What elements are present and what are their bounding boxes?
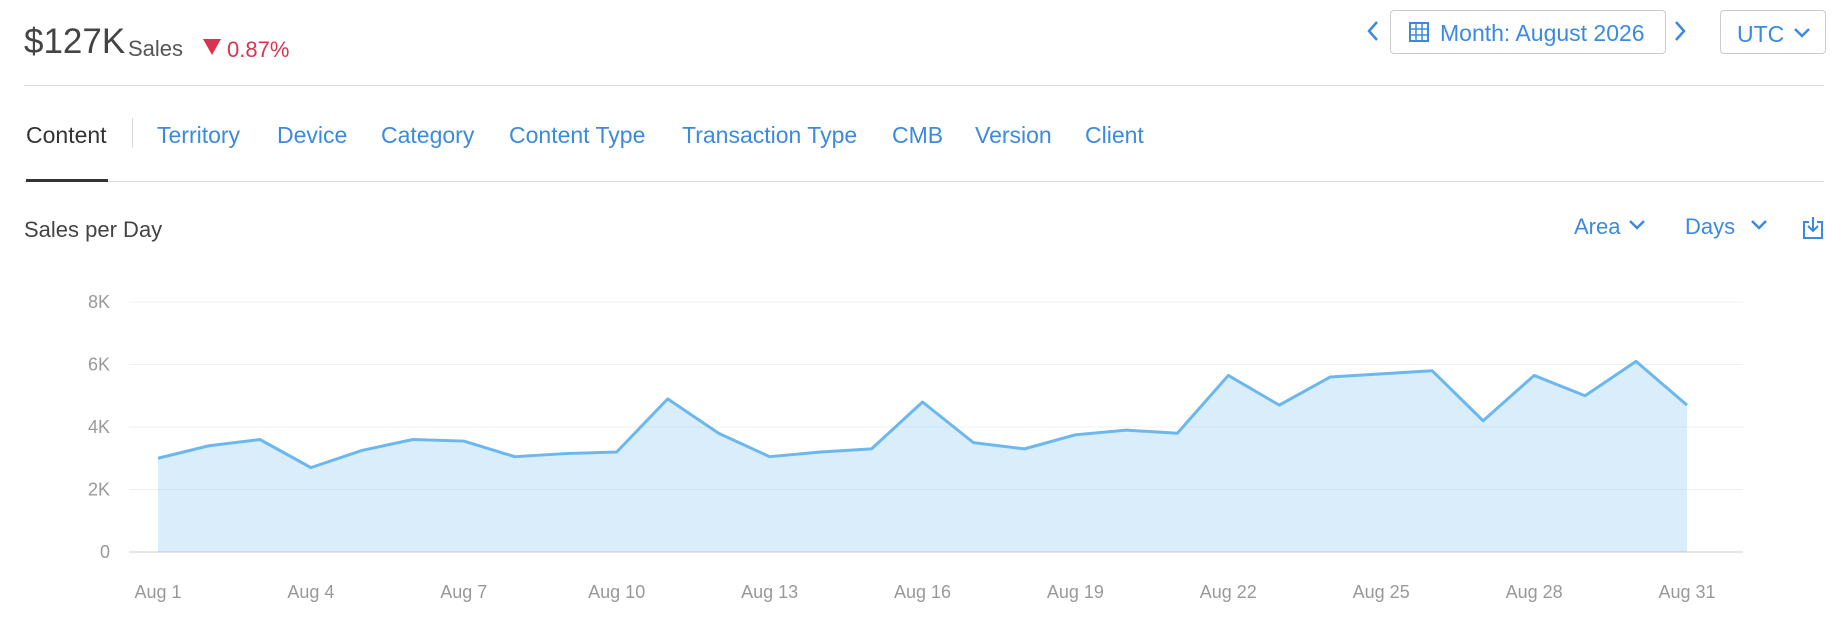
total-label: Sales <box>128 36 184 61</box>
x-tick-label: Aug 1 <box>134 582 181 602</box>
active-tab-indicator <box>26 179 108 182</box>
area-fill <box>158 361 1687 552</box>
chevron <box>1794 28 1810 38</box>
granularity[interactable]: Days <box>1685 214 1736 239</box>
timezone: UTC <box>1737 21 1785 47</box>
divider <box>24 181 1824 182</box>
y-tick-label: 0 <box>100 542 110 562</box>
y-tick-label: 6K <box>88 355 110 375</box>
period-picker[interactable]: Month: August 2026 <box>1390 10 1666 54</box>
tab-separator <box>132 118 133 148</box>
y-tick-label: 4K <box>88 417 110 437</box>
chevron <box>1629 220 1645 230</box>
total: $127K <box>24 22 126 61</box>
tab[interactable]: Content Type <box>509 122 646 148</box>
prev-button[interactable] <box>1366 20 1380 42</box>
x-tick-label: Aug 31 <box>1658 582 1715 602</box>
x-tick-label: Aug 22 <box>1200 582 1257 602</box>
tab[interactable]: Version <box>975 122 1052 148</box>
x-tick-label: Aug 28 <box>1506 582 1563 602</box>
tab[interactable]: CMB <box>892 122 944 148</box>
area-line <box>157 359 1688 470</box>
down-arrow <box>203 39 221 55</box>
chart-style[interactable]: Area <box>1574 214 1621 239</box>
y-tick-label: 2K <box>88 480 110 500</box>
tab[interactable]: Device <box>277 122 348 148</box>
tab[interactable]: Territory <box>157 122 241 148</box>
divider <box>24 85 1824 86</box>
tab[interactable]: Category <box>381 122 475 148</box>
x-tick-label: Aug 4 <box>287 582 334 602</box>
next-button[interactable] <box>1673 20 1687 42</box>
x-tick-label: Aug 25 <box>1353 582 1410 602</box>
y-tick-label: 8K <box>88 292 110 312</box>
x-tick-label: Aug 19 <box>1047 582 1104 602</box>
timezone-picker[interactable]: UTC <box>1720 10 1826 54</box>
tab[interactable]: Transaction Type <box>682 122 858 148</box>
tab[interactable]: Client <box>1085 122 1144 148</box>
chart-title: Sales per Day <box>24 217 163 242</box>
calendar-icon <box>1409 22 1429 42</box>
x-tick-label: Aug 16 <box>894 582 951 602</box>
x-tick-label: Aug 10 <box>588 582 645 602</box>
x-tick-label: Aug 13 <box>741 582 798 602</box>
chevron <box>1751 220 1767 230</box>
period: Month: August 2026 <box>1440 20 1645 46</box>
change: 0.87% <box>227 37 290 62</box>
x-tick-label: Aug 7 <box>440 582 487 602</box>
download-button[interactable] <box>1802 216 1824 240</box>
tab[interactable]: Content <box>26 122 107 148</box>
